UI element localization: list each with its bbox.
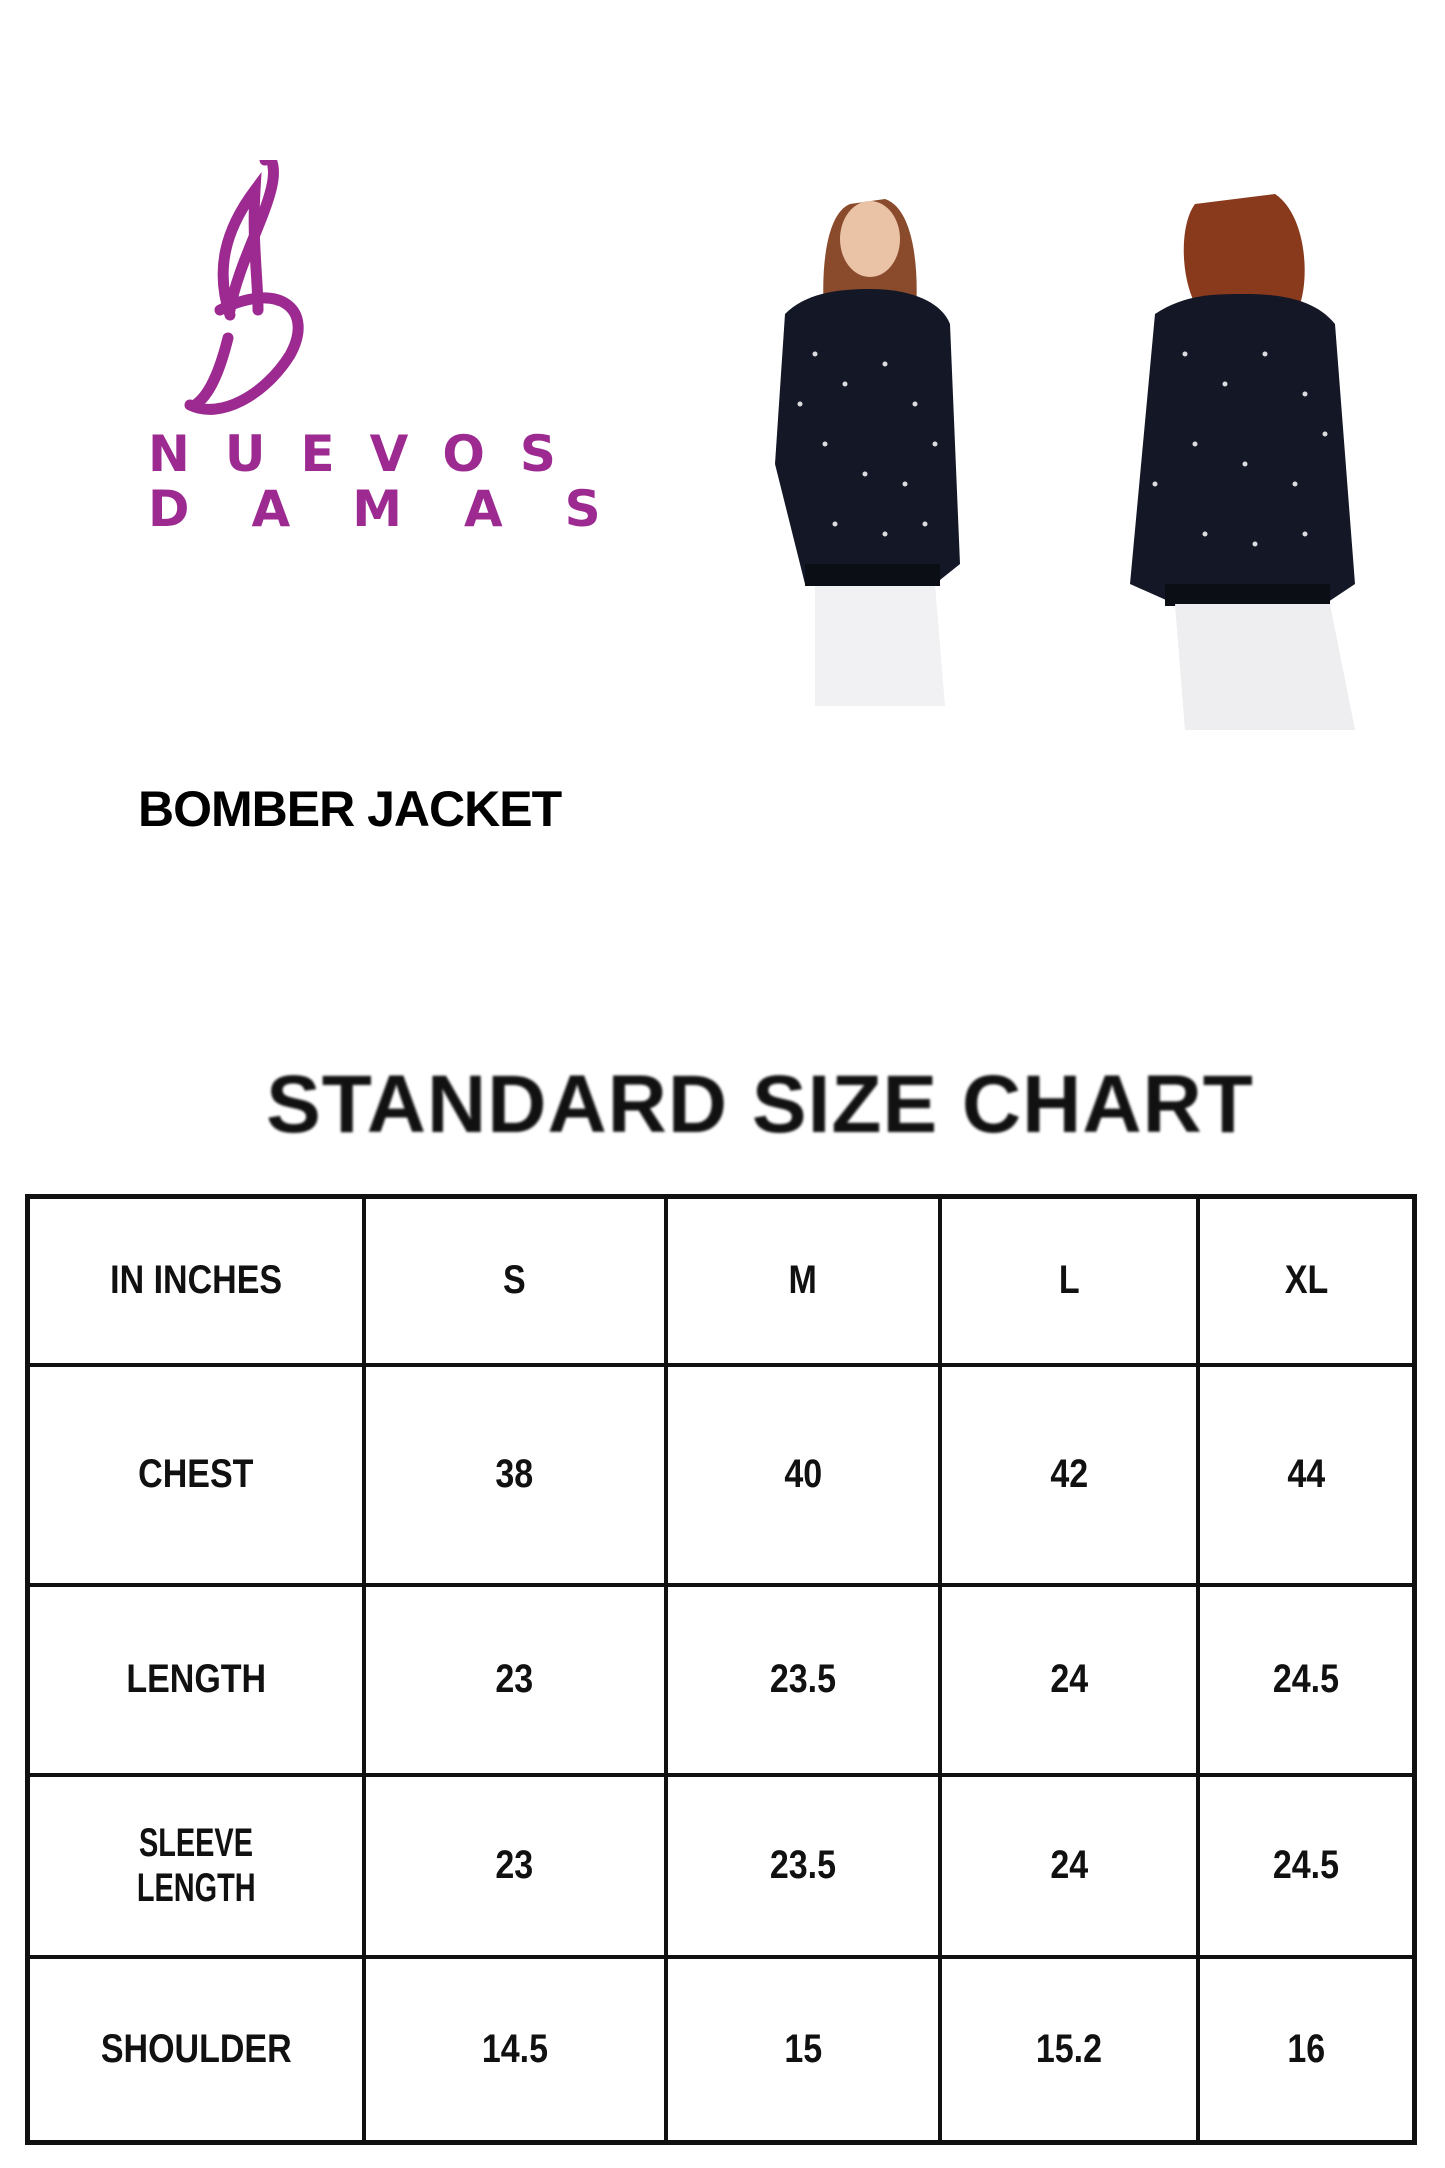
product-photo-front: [775, 199, 960, 706]
table-cell: 16: [1196, 1954, 1417, 2145]
table-cell: 24: [938, 1582, 1201, 1777]
row-label: SLEEVE LENGTH: [25, 1772, 366, 1959]
table-cell: 23.5: [663, 1772, 943, 1959]
logo-text-line1: NUEVOS: [148, 425, 591, 483]
product-title: BOMBER JACKET: [138, 781, 562, 837]
header-cell: M: [663, 1194, 943, 1367]
size-chart-table: IN INCHES S M L XL CHEST 38 40 42 44 LEN…: [25, 1194, 1417, 2145]
header-cell: XL: [1196, 1194, 1417, 1367]
brand-logo: NUEVOS DAMAS: [140, 139, 663, 540]
table-header-row: IN INCHES S M L XL: [25, 1194, 1417, 1367]
table-cell: 24.5: [1196, 1582, 1417, 1777]
table-row: LENGTH 23 23.5 24 24.5: [25, 1582, 1417, 1777]
table-row: SHOULDER 14.5 15 15.2 16: [25, 1954, 1417, 2145]
header-cell: IN INCHES: [25, 1194, 366, 1367]
table-cell: 44: [1196, 1362, 1417, 1587]
header-cell: L: [938, 1194, 1201, 1367]
size-chart-title: STANDARD SIZE CHART: [266, 1059, 1254, 1150]
table-cell: 14.5: [361, 1954, 668, 2145]
row-label: CHEST: [25, 1362, 366, 1587]
table-cell: 15.2: [938, 1954, 1201, 2145]
logo-monogram-icon: [184, 139, 304, 415]
table-cell: 38: [361, 1362, 668, 1587]
row-label: SHOULDER: [25, 1954, 366, 2145]
table-cell: 24.5: [1196, 1772, 1417, 1959]
table-row: CHEST 38 40 42 44: [25, 1362, 1417, 1587]
table-cell: 24: [938, 1772, 1201, 1959]
table-cell: 23: [361, 1582, 668, 1777]
table-cell: 42: [938, 1362, 1201, 1587]
header-cell: S: [361, 1194, 668, 1367]
product-photo-back: [1130, 194, 1355, 730]
row-label: LENGTH: [25, 1582, 366, 1777]
table-cell: 40: [663, 1362, 943, 1587]
table-cell: 23: [361, 1772, 668, 1959]
table-row: SLEEVE LENGTH 23 23.5 24 24.5: [25, 1772, 1417, 1959]
table-cell: 15: [663, 1954, 943, 2145]
table-cell: 23.5: [663, 1582, 943, 1777]
logo-text-line2: DAMAS: [148, 480, 663, 538]
